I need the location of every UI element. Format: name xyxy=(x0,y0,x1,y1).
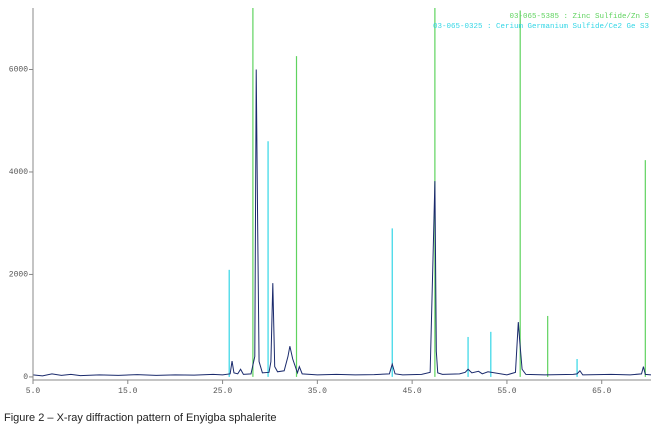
x-tick-label: 45.0 xyxy=(403,387,422,396)
legend-entry: 03-065-0325 : Cerium Germanium Sulfide/C… xyxy=(433,23,650,31)
plot-layer xyxy=(33,8,651,377)
y-tick-label: 4000 xyxy=(9,168,28,177)
y-tick-label: 0 xyxy=(23,373,28,382)
legend-entry: 03-065-5385 : Zinc Sulfide/Zn S xyxy=(509,13,649,21)
plot-area xyxy=(33,8,651,380)
x-tick-label: 65.0 xyxy=(592,387,611,396)
x-tick-label: 15.0 xyxy=(118,387,137,396)
y-tick-label: 2000 xyxy=(9,271,28,280)
caption: Figure 2 – X-ray diffraction pattern of … xyxy=(4,412,277,424)
x-tick-label: 25.0 xyxy=(213,387,232,396)
diffraction-pattern xyxy=(33,69,651,377)
y-tick-label: 6000 xyxy=(9,66,28,75)
x-tick-label: 5.0 xyxy=(26,387,41,396)
x-tick-label: 55.0 xyxy=(497,387,516,396)
x-tick-label: 35.0 xyxy=(308,387,327,396)
